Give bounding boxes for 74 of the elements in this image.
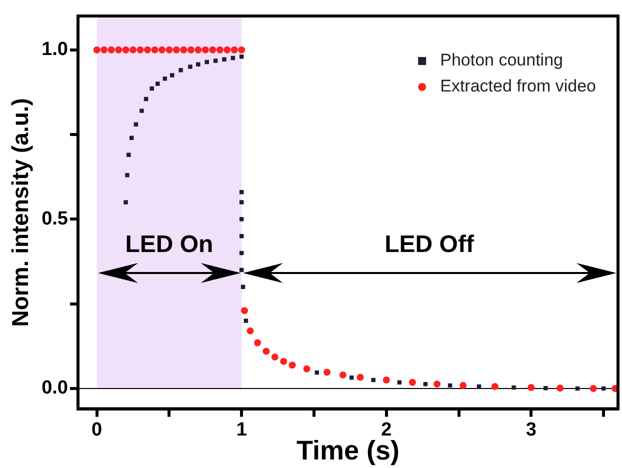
- point: [280, 358, 288, 365]
- y-axis-title: Norm. intensity (a.u.): [7, 98, 34, 327]
- point: [170, 73, 174, 78]
- annotation: LED On: [125, 230, 214, 258]
- point: [271, 353, 278, 360]
- point: [324, 368, 331, 376]
- point: [115, 46, 122, 54]
- point: [126, 152, 131, 157]
- point: [244, 318, 248, 323]
- point: [460, 382, 467, 389]
- point: [150, 86, 154, 91]
- point: [136, 46, 144, 54]
- y-tick-label: 0.0: [42, 378, 68, 399]
- point: [262, 348, 270, 355]
- y-tick-label: 0.5: [42, 208, 68, 230]
- point: [371, 378, 376, 382]
- point: [254, 339, 262, 346]
- point: [158, 46, 166, 54]
- point: [239, 217, 244, 222]
- point: [528, 384, 535, 391]
- point: [216, 46, 224, 54]
- point: [180, 46, 188, 54]
- point: [238, 46, 246, 54]
- point: [434, 380, 441, 388]
- point: [239, 200, 244, 204]
- point: [512, 385, 516, 390]
- point: [144, 46, 151, 54]
- x-tick-label: 3: [526, 419, 536, 440]
- point: [140, 108, 144, 113]
- point: [222, 57, 226, 62]
- point: [246, 327, 254, 334]
- x-tick-label: 0: [92, 419, 102, 440]
- x-tick-label: 1: [236, 419, 248, 440]
- point: [556, 384, 564, 392]
- legend-label: Photon counting: [440, 50, 563, 70]
- point: [156, 82, 160, 86]
- y-tick-label: 1.0: [42, 39, 68, 60]
- point: [491, 382, 498, 390]
- point: [125, 173, 130, 178]
- point: [122, 46, 130, 54]
- point: [339, 371, 346, 378]
- point: [108, 46, 115, 54]
- point: [130, 46, 137, 54]
- point: [303, 365, 310, 372]
- point: [230, 46, 238, 54]
- point: [350, 376, 354, 380]
- point: [543, 386, 548, 390]
- annotation: LED Off: [384, 230, 475, 258]
- point: [172, 46, 180, 54]
- point: [100, 46, 108, 54]
- point: [188, 64, 192, 69]
- point: [202, 46, 209, 54]
- point: [124, 200, 128, 204]
- point: [590, 384, 597, 392]
- point: [382, 376, 390, 384]
- legend-label: Extracted from video: [440, 76, 596, 96]
- point: [209, 46, 216, 54]
- point: [194, 46, 202, 54]
- point: [166, 46, 173, 54]
- point: [288, 362, 296, 369]
- point: [178, 68, 183, 72]
- point: [134, 122, 138, 126]
- point: [213, 58, 218, 63]
- point: [240, 307, 248, 314]
- point: [224, 46, 231, 54]
- point: [151, 46, 158, 54]
- point: [196, 62, 200, 67]
- point: [408, 378, 416, 386]
- point: [356, 374, 364, 381]
- point: [239, 54, 244, 59]
- point: [162, 76, 167, 81]
- point: [187, 46, 194, 54]
- point: [204, 60, 209, 64]
- point: [93, 46, 100, 54]
